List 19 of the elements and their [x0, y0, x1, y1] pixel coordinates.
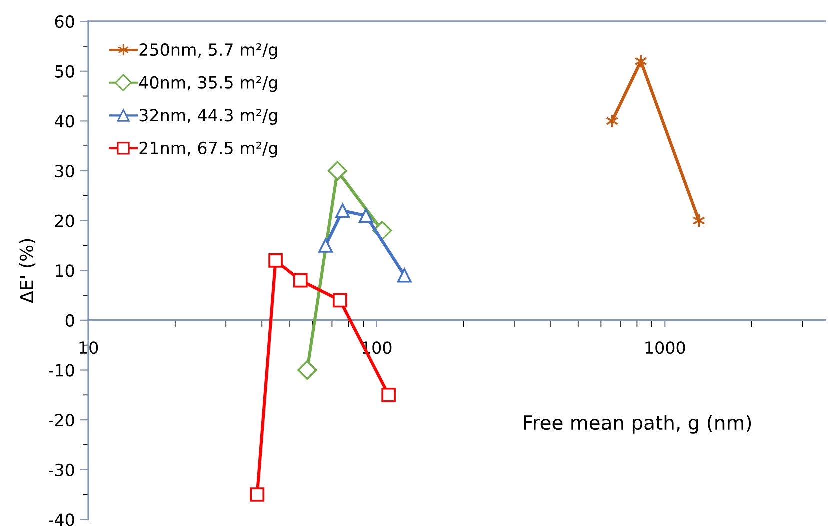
y-tick-label: -20 — [48, 414, 74, 427]
y-tick-label: 30 — [55, 164, 74, 178]
y-tick-label: -30 — [48, 464, 74, 476]
y-tick-label: 50 — [55, 65, 74, 78]
legend-label: 32nm, 44.3 m²/g — [140, 109, 278, 125]
y-axis-title: ΔE' (%) — [20, 239, 36, 304]
x-tick-label: 10 — [80, 342, 98, 354]
legend-label: 40nm, 35.5 m²/g — [139, 76, 278, 92]
y-tick-label: 40 — [55, 115, 74, 128]
x-tick-label: 1000 — [646, 342, 686, 354]
y-tick-label: 0 — [66, 314, 74, 328]
legend-label: 250nm, 5.7 m²/g — [140, 44, 278, 60]
y-tick-label: -40 — [48, 514, 74, 526]
y-tick-label: -10 — [48, 364, 74, 377]
y-tick-label: 60 — [55, 16, 74, 28]
x-axis-title: Free mean path, g (nm) — [524, 415, 752, 434]
y-tick-label: 20 — [55, 214, 74, 228]
y-tick-label: 10 — [56, 264, 74, 278]
legend-label: 21nm, 67.5 m²/g — [140, 142, 278, 158]
